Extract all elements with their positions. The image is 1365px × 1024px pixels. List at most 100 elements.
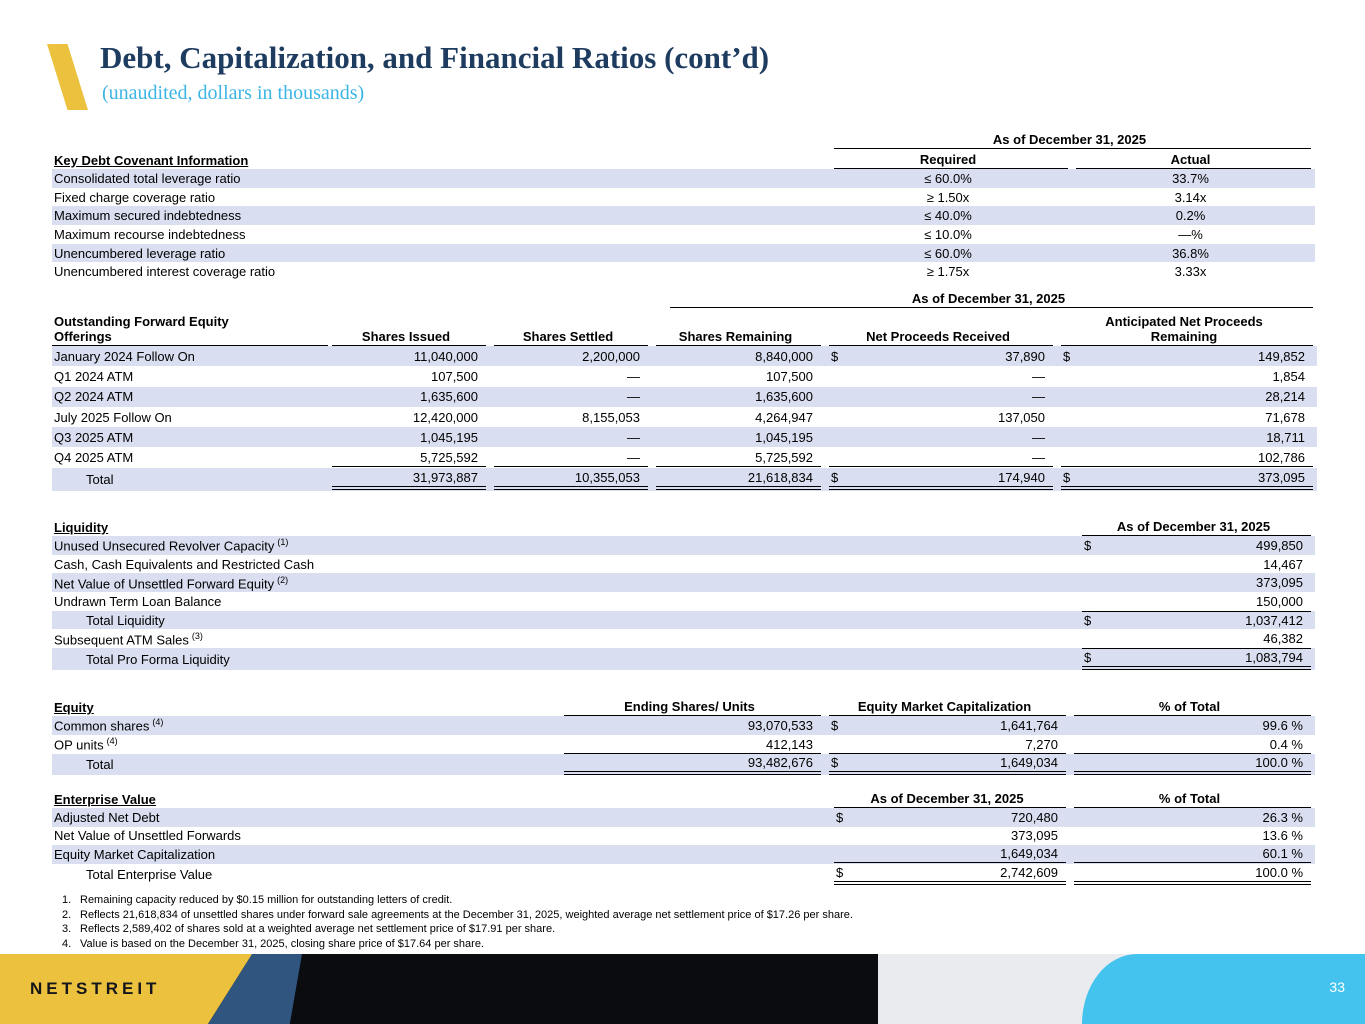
table-row: Q2 2024 ATM 1,635,600 — 1,635,600 — 28,2… <box>52 386 1317 407</box>
net-proceeds-cell: 137,050 <box>998 409 1045 425</box>
pct-cell: 99.6 % <box>1262 718 1303 733</box>
shares-remaining-cell: 1,635,600 <box>755 389 813 405</box>
pct-cell: 0.4 % <box>1074 736 1311 754</box>
table-row: Unencumbered leverage ratio ≤ 60.0% 36.8… <box>52 243 1316 263</box>
table-row: Subsequent ATM Sales (3) 46,382 <box>52 629 1315 648</box>
table-row: Net Value of Unsettled Forwards 373,095 … <box>52 827 1315 846</box>
label-cell: Total Liquidity <box>86 612 165 628</box>
liquidity-section-header: Liquidity <box>54 520 109 535</box>
table-row: January 2024 Follow On 11,040,000 2,200,… <box>52 346 1317 367</box>
required-cell: ≤ 60.0% <box>924 170 972 186</box>
pct-column-header: % of Total <box>1074 698 1311 716</box>
shares-settled-cell: — <box>627 429 640 445</box>
table-row: Q1 2024 ATM 107,500 — 107,500 — 1,854 <box>52 366 1317 386</box>
shares-settled-cell: — <box>494 449 648 467</box>
actual-cell: 36.8% <box>1172 245 1209 261</box>
value-cell: 373,095 <box>1011 828 1058 844</box>
shares-settled-cell: 8,155,053 <box>582 409 640 425</box>
actual-cell: 3.33x <box>1174 264 1207 280</box>
footer: 33 NETSTREIT <box>0 954 1365 1024</box>
anticipated-cell: $149,852 <box>1063 348 1305 364</box>
value-cell: 1,649,034 <box>834 845 1066 864</box>
label-cell: Total <box>86 757 114 772</box>
offerings-column-header: Outstanding Forward Equity Offerings <box>52 313 328 346</box>
value-cell: $720,480 <box>836 809 1058 825</box>
table-row: As of December 31, 2025 <box>52 289 1317 308</box>
label-cell: Cash, Cash Equivalents and Restricted Ca… <box>54 556 315 572</box>
pct-cell: 100.0 % <box>1074 754 1311 775</box>
emc-column-header: Equity Market Capitalization <box>829 698 1066 716</box>
table-row: Total Pro Forma Liquidity $1,083,794 <box>52 648 1315 671</box>
shares-settled-cell: — <box>627 368 640 384</box>
anticipated-cell: 18,711 <box>1266 429 1305 445</box>
label-cell: Undrawn Term Loan Balance <box>54 593 222 609</box>
pct-cell: 13.6 % <box>1262 828 1303 844</box>
value-cell: 46,382 <box>1263 631 1303 647</box>
net-proceeds-cell: $174,940 <box>829 469 1053 490</box>
liquidity-date-header: As of December 31, 2025 <box>1082 518 1311 536</box>
table-row: Total Enterprise Value $2,742,609 100.0 … <box>52 864 1315 885</box>
shares-issued-cell: 1,045,195 <box>420 429 478 445</box>
shares-issued-cell: 5,725,592 <box>332 449 486 467</box>
shares-remaining-cell: 4,264,947 <box>755 409 813 425</box>
table-row: Net Value of Unsettled Forward Equity (2)… <box>52 573 1315 593</box>
label-cell: Unencumbered leverage ratio <box>54 245 226 261</box>
value-cell: 14,467 <box>1263 556 1303 572</box>
anticipated-cell: 71,678 <box>1265 409 1305 425</box>
table-row: Equity Ending Shares/ Units Equity Marke… <box>52 696 1315 716</box>
table-row: Q3 2025 ATM 1,045,195 — 1,045,195 — 18,7… <box>52 427 1317 448</box>
forward-equity-date-header: As of December 31, 2025 <box>670 290 1313 308</box>
shares-remaining-cell: 107,500 <box>766 368 813 384</box>
label-cell: Consolidated total leverage ratio <box>54 170 241 186</box>
emc-cell: 7,270 <box>829 736 1066 754</box>
table-row: Cash, Cash Equivalents and Restricted Ca… <box>52 555 1315 574</box>
table-row: Unencumbered interest coverage ratio ≥ 1… <box>52 262 1315 281</box>
label-cell: Q4 2025 ATM <box>54 450 134 466</box>
label-cell: Q1 2024 ATM <box>54 368 134 384</box>
anticipated-cell: $373,095 <box>1061 469 1313 490</box>
required-cell: ≥ 1.50x <box>926 189 970 205</box>
label-cell: OP units (4) <box>54 736 118 753</box>
label-cell: Adjusted Net Debt <box>54 809 160 825</box>
table-row: Maximum secured indebtedness ≤ 40.0% 0.2… <box>52 206 1316 226</box>
table-row: Fixed charge coverage ratio ≥ 1.50x 3.14… <box>52 188 1315 207</box>
value-cell: $499,850 <box>1084 537 1303 553</box>
table-row: Total 93,482,676 $1,649,034 100.0 % <box>52 754 1315 775</box>
label-cell: Q3 2025 ATM <box>54 429 134 445</box>
anticipated-cell: 28,214 <box>1265 389 1305 405</box>
label-cell: Unused Unsecured Revolver Capacity (1) <box>54 537 289 554</box>
page-subtitle: (unaudited, dollars in thousands) <box>102 82 365 104</box>
table-row: Total Liquidity $1,037,412 <box>52 610 1315 630</box>
liquidity-table: Liquidity As of December 31, 2025 Unused… <box>52 515 1315 671</box>
covenant-date-header: As of December 31, 2025 <box>834 131 1312 149</box>
equity-table: Equity Ending Shares/ Units Equity Marke… <box>52 696 1315 775</box>
label-cell: Fixed charge coverage ratio <box>54 189 216 205</box>
label-cell: Common shares (4) <box>54 717 164 734</box>
footnotes: 1. Remaining capacity reduced by $0.15 mi… <box>62 893 853 951</box>
units-cell: 93,070,533 <box>747 718 813 733</box>
label-cell: Net Value of Unsettled Forwards <box>54 828 241 844</box>
label-cell: Q2 2024 ATM <box>54 389 134 405</box>
enterprise-value-table: Enterprise Value As of December 31, 2025… <box>52 789 1315 885</box>
shares-remaining-cell: 1,045,195 <box>755 429 813 445</box>
table-row: Liquidity As of December 31, 2025 <box>52 515 1315 536</box>
label-cell: January 2024 Follow On <box>54 348 195 364</box>
forward-equity-table: As of December 31, 2025 Outstanding Forw… <box>52 289 1317 491</box>
actual-cell: 33.7% <box>1172 170 1209 186</box>
net-proceeds-cell: $37,890 <box>831 348 1045 364</box>
table-row: Outstanding Forward Equity Offerings Shar… <box>52 308 1317 346</box>
table-row: Key Debt Covenant Information Required A… <box>52 150 1315 169</box>
shares-settled-cell: — <box>627 389 640 405</box>
units-cell: 412,143 <box>564 736 821 754</box>
shares-remaining-cell: 5,725,592 <box>656 449 821 467</box>
shares-issued-cell: 107,500 <box>431 368 478 384</box>
value-cell: 150,000 <box>1256 593 1303 609</box>
table-row: Enterprise Value As of December 31, 2025… <box>52 789 1315 808</box>
value-cell: $1,037,412 <box>1082 611 1311 629</box>
shares-issued-cell: 31,973,887 <box>332 469 486 490</box>
brand-logo: NETSTREIT <box>30 979 161 998</box>
table-row: Maximum recourse indebtedness ≤ 10.0% —% <box>52 225 1315 244</box>
brand-chevron-icon <box>47 44 88 110</box>
shares-issued-cell: 12,420,000 <box>412 409 478 425</box>
